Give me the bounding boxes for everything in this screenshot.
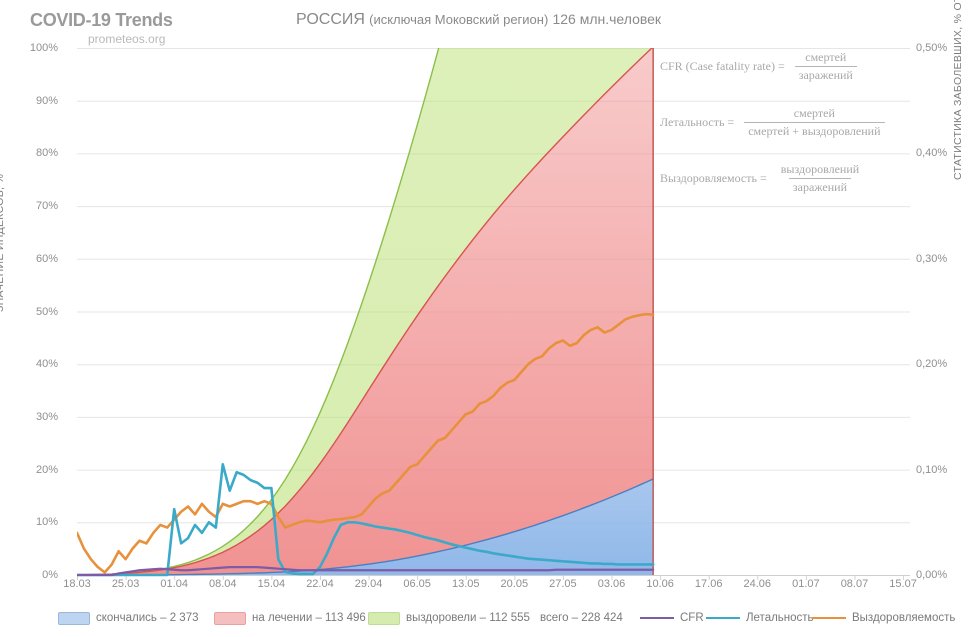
y-tick-left-60: 60%	[35, 252, 58, 265]
formula-cfr-fraction: смертей заражений	[790, 50, 857, 83]
formula-letalnost-fraction: смертей смертей + выздоровлений	[739, 106, 885, 139]
formula-cfr-numerator: смертей	[805, 50, 847, 64]
y-tick-left-0: 0%	[42, 569, 58, 581]
legend-item-deaths[interactable]: скончались – 2 373	[58, 611, 199, 625]
page-title: РОССИЯ (исключая Моковский регион) 126 м…	[296, 11, 661, 29]
chart-legend: скончались – 2 373 на лечении – 113 496 вы…	[0, 608, 976, 628]
area-deaths	[77, 478, 654, 575]
chart-svg	[77, 48, 910, 580]
x-tick-15-07: 15.07	[889, 578, 917, 590]
formula-vyzdoravlivaemost-fraction: выздоровлений заражений	[772, 162, 863, 195]
y-tick-right-4: 0,40%	[916, 147, 948, 160]
x-tick-01-07: 01.07	[792, 578, 820, 590]
x-tick-08-04: 08.04	[209, 578, 237, 590]
x-tick-15-04: 15.04	[257, 578, 286, 590]
y-tick-right-0: 0,00%	[916, 569, 948, 581]
brand-logo: COVID-19 Trends	[30, 10, 173, 30]
formula-letalnost-denominator: смертей + выздоровлений	[744, 122, 885, 139]
x-tick-27-05: 27.05	[549, 578, 577, 590]
formula-cfr-label: CFR (Case fatality rate) =	[660, 59, 785, 73]
x-tick-08-07: 08.07	[840, 578, 869, 590]
y-tick-left-100: 100%	[29, 42, 58, 54]
y-tick-right-2: 0,20%	[916, 358, 948, 371]
legend-item-letalnost[interactable]: Летальность	[706, 612, 814, 624]
x-tick-01-04: 01.04	[160, 578, 188, 590]
formula-cfr: CFR (Case fatality rate) = смертей зараж…	[660, 50, 915, 83]
area-deaths-border	[77, 478, 654, 576]
formula-vyzdoravlivaemost-numerator: выздоровлений	[780, 162, 860, 176]
legend-item-total[interactable]: всего – 228 424	[540, 612, 623, 624]
legend-label-letalnost: Летальность	[746, 612, 814, 624]
x-tick-20-05: 20.05	[500, 578, 529, 590]
legend-label-recovered: выздоровели – 112 555	[406, 612, 530, 624]
y-tick-right-1: 0,10%	[916, 463, 948, 476]
title-country: РОССИЯ	[296, 11, 365, 28]
legend-item-active[interactable]: на лечении – 113 496	[214, 611, 366, 625]
legend-label-deaths: скончались – 2 373	[96, 612, 199, 624]
y-tick-left-70: 70%	[35, 200, 58, 213]
area-active	[77, 48, 654, 575]
x-tick-25-03: 25.03	[111, 578, 140, 590]
y-axis-left-ticks: 0% 10% 20% 30% 40% 50% 60% 70% 80% 90% 100%	[0, 42, 70, 581]
formula-cfr-denominator: заражений	[794, 66, 857, 83]
x-tick-10-06: 10.06	[646, 578, 674, 590]
x-axis-ticks: 18.03 25.03 01.04 08.04 15.04 22.04 29.04 06.05…	[63, 578, 917, 596]
area-recovered	[77, 48, 652, 575]
formula-letalnost: Летальность = смертей смертей + выздоров…	[660, 106, 915, 139]
y-tick-left-10: 10%	[35, 516, 58, 529]
x-tick-13-05: 13.05	[451, 578, 480, 590]
formula-block: CFR (Case fatality rate) = смертей зараж…	[660, 50, 915, 218]
legend-swatch-recovered	[368, 611, 400, 625]
brand-site: prometeos.org	[88, 32, 166, 46]
title-qualifier: (исключая Моковский регион)	[369, 12, 549, 27]
y-tick-left-20: 20%	[35, 463, 58, 476]
x-tick-03-06: 03.06	[597, 578, 626, 590]
title-population: 126 млн.человек	[552, 11, 662, 27]
legend-line-letalnost	[706, 617, 740, 619]
y-tick-left-90: 90%	[35, 94, 58, 107]
area-recovered-border	[77, 48, 440, 576]
formula-vyzdoravlivaemost-denominator: заражений	[788, 178, 852, 195]
line-letalnost	[77, 463, 655, 577]
x-tick-06-05: 06.05	[403, 578, 431, 590]
x-tick-22-04: 22.04	[306, 578, 334, 590]
x-tick-17-06: 17.06	[694, 578, 723, 590]
y-tick-left-80: 80%	[35, 147, 58, 160]
legend-item-recovered[interactable]: выздоровели – 112 555	[368, 611, 530, 625]
formula-vyzdoravlivaemost-label: Выздоровляемость =	[660, 171, 767, 185]
legend-swatch-deaths	[58, 611, 90, 625]
y-tick-right-5: 0,50%	[916, 42, 948, 54]
formula-letalnost-numerator: смертей	[793, 106, 835, 120]
legend-label-cfr: CFR	[680, 612, 704, 624]
x-tick-18-03: 18.03	[63, 578, 91, 590]
legend-label-vyzdoravlivaemost: Выздоровляемость	[852, 612, 956, 624]
legend-label-active: на лечении – 113 496	[252, 612, 366, 624]
y-tick-left-30: 30%	[35, 410, 58, 423]
y-tick-left-50: 50%	[35, 305, 58, 318]
x-tick-29-04: 29.04	[354, 578, 383, 590]
formula-letalnost-label: Летальность =	[660, 115, 735, 129]
line-cfr	[77, 565, 655, 577]
legend-label-total: всего – 228 424	[540, 612, 623, 624]
chart-plot-area	[77, 48, 910, 580]
legend-item-cfr[interactable]: CFR	[640, 612, 704, 624]
y-axis-right-ticks: 0,00% 0,10% 0,20% 0,30% 0,40% 0,50%	[916, 42, 976, 581]
legend-swatch-active	[214, 611, 246, 625]
legend-line-vyzdoravlivaemost	[812, 617, 846, 619]
x-tick-24-06: 24.06	[743, 578, 772, 590]
y-tick-left-40: 40%	[35, 358, 58, 371]
formula-vyzdoravlivaemost: Выздоровляемость = выздоровлений заражен…	[660, 162, 915, 195]
y-tick-right-3: 0,30%	[916, 252, 948, 265]
legend-item-vyzdoravlivaemost[interactable]: Выздоровляемость	[812, 612, 955, 624]
area-active-border	[77, 48, 653, 576]
legend-line-cfr	[640, 617, 674, 619]
